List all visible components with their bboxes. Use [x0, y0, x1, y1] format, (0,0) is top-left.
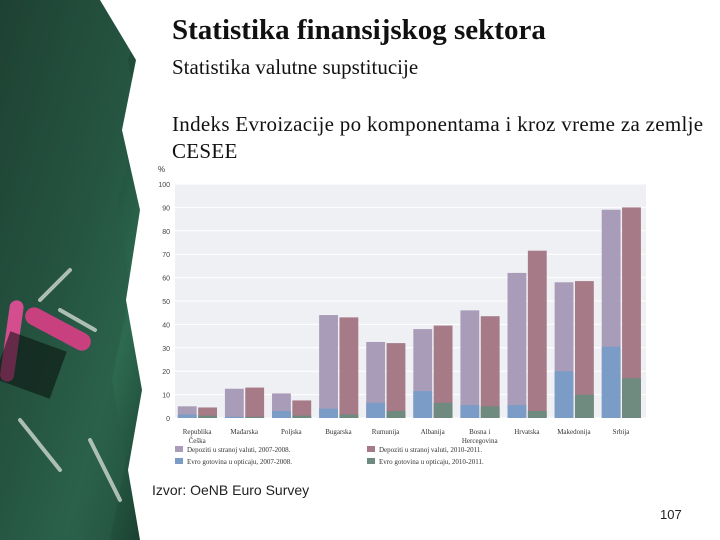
bar-deposits-2010-2011	[292, 400, 312, 418]
x-tick-label: Bugarska	[325, 428, 352, 436]
x-tick-label: Mađarska	[230, 428, 258, 436]
y-tick-label: 50	[162, 299, 170, 306]
x-tick-label: Poljska	[281, 428, 303, 436]
bar-deposits-2010-2011	[527, 250, 547, 418]
bar-cash-2010-2011	[527, 410, 547, 418]
x-tick-label: Rumunija	[372, 428, 401, 436]
bar-cash-2010-2011	[480, 406, 500, 418]
bar-cash-2010-2011	[198, 415, 218, 418]
bar-cash-2010-2011	[386, 410, 406, 418]
chalkboard-background-image	[0, 0, 160, 540]
bar-deposits-2010-2011	[433, 325, 453, 418]
bar-deposits-2010-2011	[480, 316, 500, 418]
x-tick-label-line2: Češka	[189, 437, 207, 445]
x-tick-label-line2: Hercegovina	[462, 437, 499, 445]
bar-cash-2007-2008	[366, 402, 386, 418]
bar-cash-2007-2008	[272, 410, 291, 418]
source-note: Izvor: OeNB Euro Survey	[152, 482, 310, 498]
bar-cash-2007-2008	[224, 416, 244, 418]
y-tick-label: 80	[162, 229, 170, 236]
bar-cash-2010-2011	[622, 378, 641, 418]
x-tick-label: Makedonija	[557, 428, 591, 436]
bar-deposits-2010-2011	[622, 207, 641, 418]
page-number: 107	[660, 507, 682, 522]
y-tick-label: 60	[162, 276, 170, 283]
bar-deposits-2010-2011	[198, 407, 218, 418]
bar-cash-2007-2008	[413, 391, 433, 418]
legend-swatch	[175, 458, 183, 464]
bar-deposits-2007-2008	[507, 272, 527, 418]
bar-deposits-2007-2008	[460, 310, 480, 418]
legend-label: Depoziti u stranoj valuti, 2010-2011.	[379, 446, 482, 454]
bar-cash-2010-2011	[339, 414, 359, 418]
x-tick-label: Republika	[183, 428, 213, 436]
bar-deposits-2007-2008	[319, 315, 338, 418]
legend-label: Depoziti u stranoj valuti, 2007-2008.	[187, 446, 291, 454]
bar-deposits-2010-2011	[245, 387, 265, 418]
y-tick-label: 40	[162, 322, 170, 329]
bar-deposits-2007-2008	[224, 388, 244, 418]
chart-heading: Indeks Evroizacije po komponentama i kro…	[172, 112, 704, 163]
legend-label: Evro gotovina u opticaju, 2010-2011.	[379, 458, 484, 466]
legend-swatch	[367, 458, 375, 464]
bar-cash-2007-2008	[460, 405, 480, 418]
y-tick-label: 0	[166, 416, 170, 423]
legend-swatch	[175, 446, 183, 452]
bar-deposits-2010-2011	[339, 317, 359, 418]
bar-deposits-2010-2011	[386, 343, 406, 418]
legend-label: Evro gotovina u opticaju, 2007-2008.	[187, 458, 292, 466]
slide-title: Statistika finansijskog sektora	[172, 14, 546, 46]
bar-cash-2007-2008	[554, 371, 574, 418]
y-tick-label: 30	[162, 346, 170, 353]
x-tick-label: Srbija	[613, 428, 631, 436]
y-tick-label: 10	[162, 393, 170, 400]
slide-subtitle: Statistika valutne supstitucije	[172, 55, 419, 79]
bar-deposits-2007-2008	[177, 406, 197, 418]
bar-deposits-2010-2011	[574, 281, 594, 418]
y-tick-label: 20	[162, 369, 170, 376]
bar-deposits-2007-2008	[366, 341, 386, 418]
y-tick-label: 70	[162, 252, 170, 259]
bar-cash-2010-2011	[433, 402, 453, 418]
legend-swatch	[367, 446, 375, 452]
x-tick-label: Bosna i	[469, 428, 490, 436]
bar-cash-2007-2008	[177, 414, 197, 418]
bar-cash-2010-2011	[292, 415, 312, 418]
bar-cash-2007-2008	[319, 408, 338, 418]
y-tick-label: 100	[158, 182, 170, 189]
bar-cash-2010-2011	[574, 394, 594, 418]
x-tick-label: Albanija	[421, 428, 446, 436]
bar-cash-2010-2011	[245, 416, 265, 418]
bar-cash-2007-2008	[507, 405, 527, 418]
y-axis-label: %	[158, 165, 165, 174]
bar-cash-2007-2008	[601, 346, 621, 418]
y-tick-label: 90	[162, 205, 170, 212]
x-tick-label: Hrvatska	[514, 428, 540, 436]
